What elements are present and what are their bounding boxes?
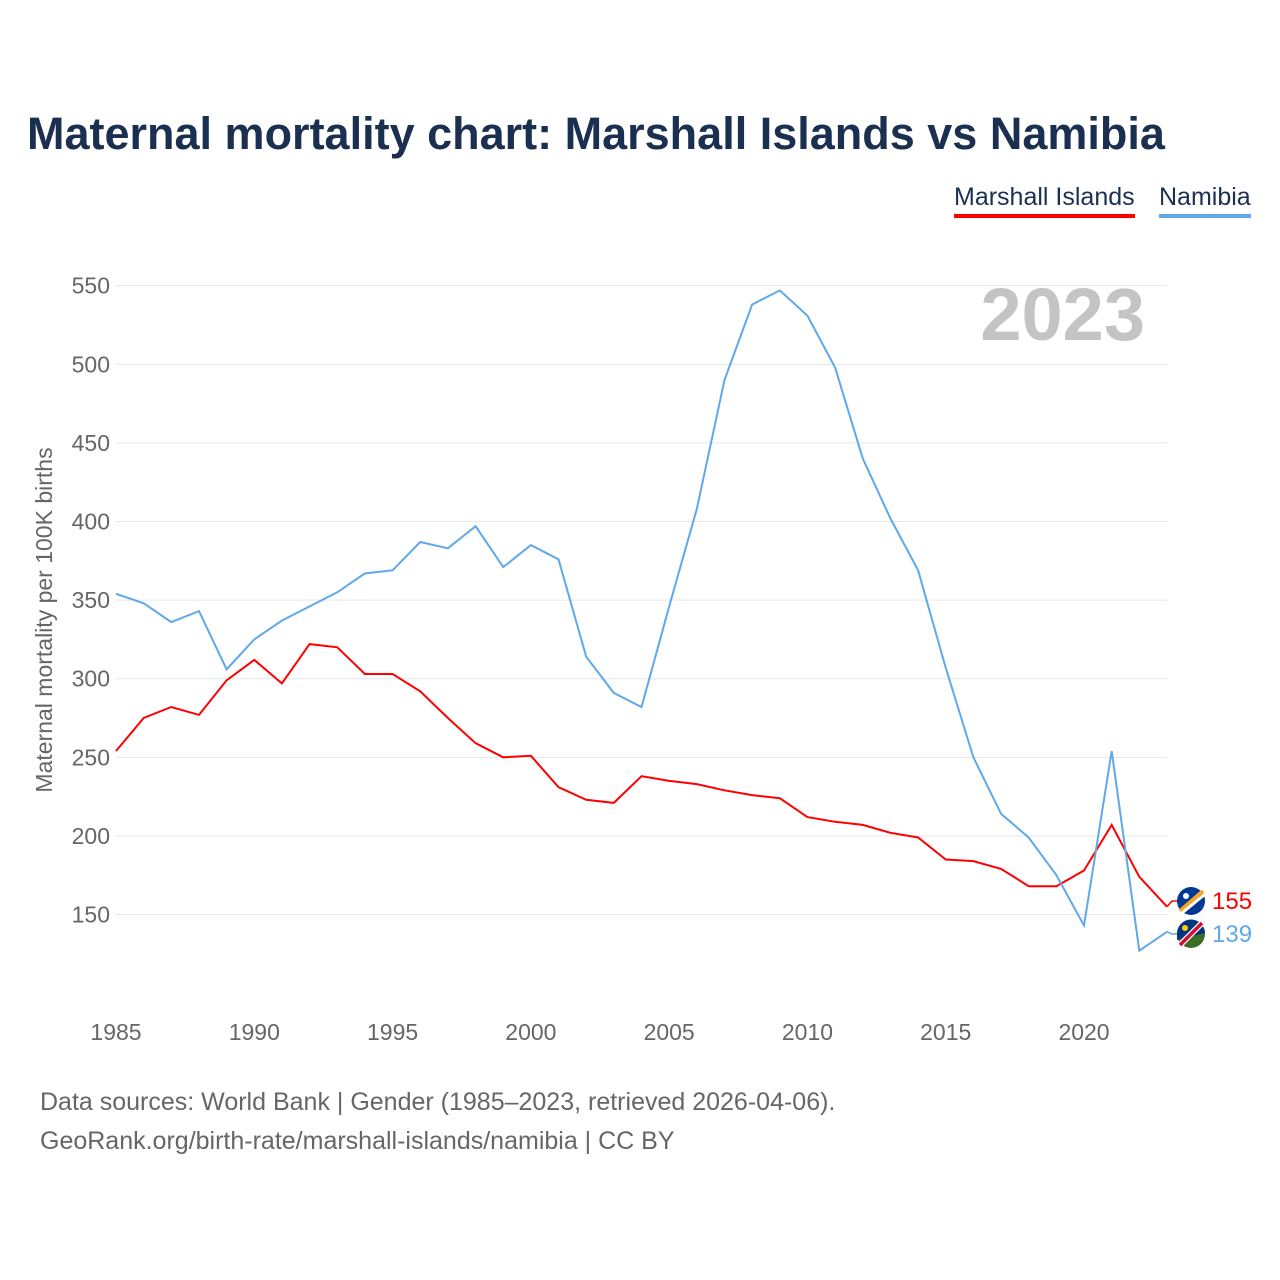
y-tick-label: 250: [72, 744, 110, 770]
flag-namibia-icon: [1176, 919, 1205, 948]
flag-star: [1183, 893, 1189, 899]
x-tick-label: 1990: [229, 1019, 280, 1045]
flag-stripe-white: [1181, 893, 1205, 915]
flag-stripe-orange: [1178, 889, 1205, 913]
source-url: GeoRank.org/birth-rate/marshall-islands/…: [40, 1127, 675, 1155]
series-line-namibia: [115, 289, 1168, 953]
y-tick-label: 300: [72, 666, 110, 692]
y-tick-label: 150: [72, 902, 110, 928]
end-value-label: 155: [1212, 888, 1252, 915]
x-tick-label: 2020: [1058, 1019, 1109, 1045]
flag-sun: [1182, 925, 1188, 931]
y-tick-label: 450: [72, 430, 110, 456]
end-connector: [1166, 931, 1177, 935]
x-tick-label: 2010: [782, 1019, 833, 1045]
chart-title: Maternal mortality chart: Marshall Islan…: [27, 108, 1165, 159]
end-value-label: 139: [1212, 921, 1252, 948]
y-tick-label: 200: [72, 823, 110, 849]
legend-namibia[interactable]: Namibia: [1159, 183, 1251, 218]
x-tick-label: 1985: [90, 1019, 141, 1045]
y-tick-label: 500: [72, 351, 110, 377]
flag-marshall-islands-icon: [1177, 887, 1205, 915]
y-tick-label: 550: [72, 273, 110, 299]
y-axis-label: Maternal mortality per 100K births: [31, 447, 57, 792]
y-tick-label: 400: [72, 509, 110, 535]
end-connector: [1166, 900, 1177, 908]
x-tick-label: 1995: [367, 1019, 418, 1045]
y-tick-label: 350: [72, 587, 110, 613]
x-tick-label: 2015: [920, 1019, 971, 1045]
year-watermark: 2023: [980, 273, 1145, 356]
series-line-marshall-islands: [115, 643, 1168, 908]
data-source-note: Data sources: World Bank | Gender (1985–…: [40, 1088, 836, 1116]
x-tick-label: 2000: [505, 1019, 556, 1045]
x-tick-label: 2005: [644, 1019, 695, 1045]
legend-marshall-islands[interactable]: Marshall Islands: [954, 183, 1135, 218]
flag-red-band: [1178, 921, 1204, 947]
